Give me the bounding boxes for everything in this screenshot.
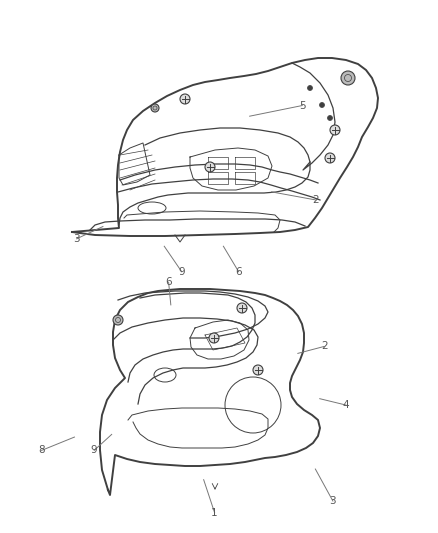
Circle shape	[325, 153, 335, 163]
Text: 6: 6	[165, 278, 172, 287]
Circle shape	[319, 102, 325, 108]
Text: 3: 3	[73, 234, 80, 244]
Text: 3: 3	[329, 496, 336, 506]
Text: 2: 2	[321, 342, 328, 351]
Text: 5: 5	[299, 101, 306, 110]
Text: 1: 1	[211, 508, 218, 518]
Circle shape	[237, 303, 247, 313]
Text: 8: 8	[38, 446, 45, 455]
Circle shape	[341, 71, 355, 85]
Circle shape	[253, 365, 263, 375]
Circle shape	[205, 162, 215, 172]
Circle shape	[330, 125, 340, 135]
Circle shape	[328, 116, 332, 120]
Text: 4: 4	[343, 400, 350, 410]
Text: 9: 9	[178, 267, 185, 277]
Text: 9: 9	[91, 446, 98, 455]
Circle shape	[209, 333, 219, 343]
Circle shape	[180, 94, 190, 104]
Text: 6: 6	[235, 267, 242, 277]
Text: 2: 2	[312, 195, 319, 205]
Circle shape	[113, 315, 123, 325]
Circle shape	[307, 85, 312, 91]
Circle shape	[151, 104, 159, 112]
